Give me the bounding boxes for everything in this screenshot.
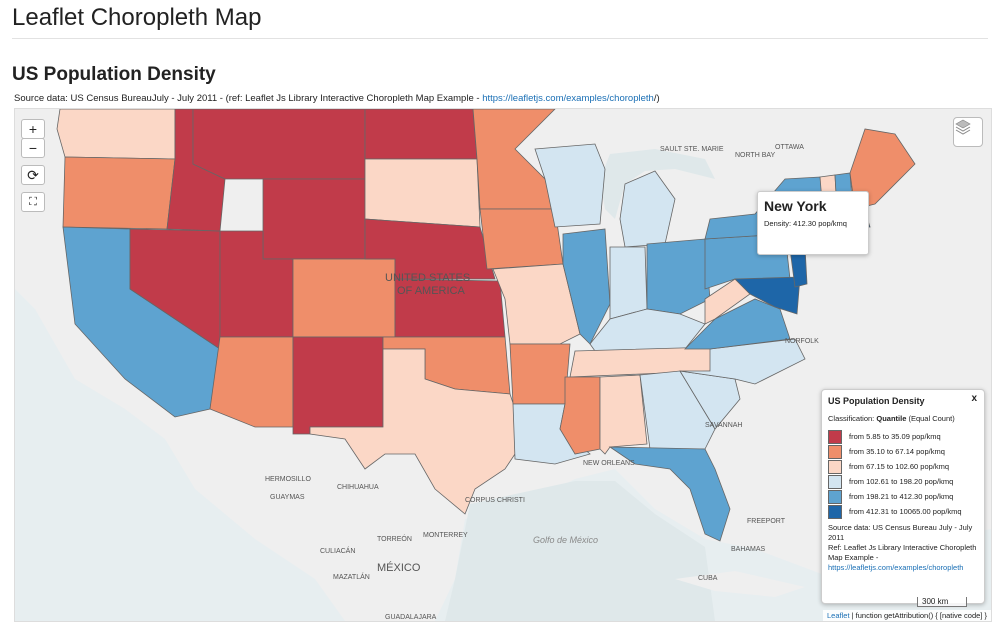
map-canvas[interactable]: OTTAWA NORTH BAY SAULT STE. MARIE UNITED…: [15, 109, 991, 621]
legend-class-row: from 102.61 to 198.20 pop/kmq: [828, 474, 978, 489]
map-label-freeport: FREEPORT: [747, 518, 786, 525]
great-lakes: [600, 149, 715, 219]
source-link[interactable]: https://leafletjs.com/examples/choroplet…: [482, 93, 654, 104]
state-north-dakota: [364, 109, 478, 160]
map-subtitle: US Population Density: [12, 64, 216, 85]
legend-swatch: [828, 429, 842, 444]
attribution-text: | function getAttribution() { [native co…: [849, 611, 987, 620]
legend-swatch: [828, 474, 842, 489]
legend-rows: from 5.85 to 35.09 pop/kmq from 35.10 to …: [828, 429, 978, 519]
leaflet-link[interactable]: Leaflet: [827, 611, 850, 620]
page-title: Leaflet Choropleth Map: [12, 4, 262, 31]
attribution: Leaflet | function getAttribution() { [n…: [823, 610, 991, 621]
legend-class-row: from 198.21 to 412.30 pop/kmq: [828, 489, 978, 504]
state-ohio: [646, 238, 711, 315]
legend-swatch: [828, 459, 842, 474]
state-alabama: [599, 374, 648, 455]
map-label-corpus: CORPUS CHRISTI: [465, 497, 525, 504]
state-wyoming: [262, 178, 366, 260]
map-container[interactable]: OTTAWA NORTH BAY SAULT STE. MARIE UNITED…: [14, 108, 992, 622]
state-arkansas: [509, 343, 571, 405]
zoom-in-button[interactable]: +: [21, 119, 45, 139]
state-washington: [56, 109, 176, 160]
layers-icon: [955, 119, 971, 135]
legend-class-label: from 412.31 to 10065.00 pop/kmq: [849, 507, 962, 516]
legend-class-label: from 5.85 to 35.09 pop/kmq: [849, 432, 941, 441]
legend-source-line1: Source data: US Census Bureau July - Jul…: [828, 523, 973, 542]
legend-source-link[interactable]: https://leafletjs.com/examples/choroplet…: [828, 563, 964, 572]
map-label-cuba: CUBA: [698, 575, 718, 582]
map-label-ottawa: OTTAWA: [775, 144, 804, 151]
map-label-bahamas: BAHAMAS: [731, 546, 766, 553]
state-north-carolina: [679, 338, 806, 385]
reset-view-button[interactable]: ⟳: [21, 165, 45, 185]
state-iowa: [479, 208, 564, 270]
source-suffix: /): [653, 93, 660, 104]
map-label-sault: SAULT STE. MARIE: [660, 146, 724, 153]
map-label-mazatlan: MAZATLÁN: [333, 572, 370, 581]
state-oregon: [62, 156, 176, 230]
state-new-mexico: [292, 336, 384, 435]
state-texas: [309, 348, 526, 515]
ocean-gulf: [445, 481, 715, 621]
map-label-savannah: SAVANNAH: [705, 422, 742, 429]
map-label-mexico: MÉXICO: [377, 561, 421, 574]
map-label-monterrey: MONTERREY: [423, 532, 468, 539]
classification-method: Quantile: [876, 414, 907, 423]
tooltip-state-name: New York: [764, 198, 827, 214]
layers-button[interactable]: [953, 117, 983, 147]
state-georgia: [639, 370, 716, 450]
legend-swatch: [828, 504, 842, 519]
legend-swatch: [828, 489, 842, 504]
map-label-us-2: OF AMERICA: [397, 285, 466, 297]
legend-panel: x US Population Density Classification: …: [821, 389, 985, 604]
hover-tooltip: New York Density: 412.30 pop/kmq: [757, 191, 869, 255]
state-colorado: [292, 258, 396, 338]
map-label-gulf: Golfo de México: [533, 535, 598, 545]
tooltip-density: Density: 412.30 pop/kmq: [764, 219, 847, 228]
classification-label: Classification:: [828, 414, 877, 423]
legend-swatch: [828, 444, 842, 459]
zoom-out-button[interactable]: −: [21, 138, 45, 158]
legend-title: US Population Density: [828, 396, 925, 406]
map-label-guaymas: GUAYMAS: [270, 494, 305, 501]
legend-close-button[interactable]: x: [971, 393, 977, 404]
legend-class-label: from 67.15 to 102.60 pop/kmq: [849, 462, 950, 471]
state-arizona: [209, 336, 294, 428]
legend-class-label: from 35.10 to 67.14 pop/kmq: [849, 447, 945, 456]
state-florida: [608, 446, 731, 542]
cuba-land: [675, 571, 805, 597]
map-label-new-orleans: NEW ORLEANS: [583, 460, 635, 467]
legend-classification: Classification: Quantile (Equal Count): [828, 414, 978, 423]
map-label-norfolk: NORFOLK: [785, 338, 819, 345]
state-wisconsin: [534, 143, 606, 228]
map-label-us-1: UNITED STATES: [385, 272, 470, 284]
classification-suffix: (Equal Count): [906, 414, 955, 423]
map-label-culiacan: CULIACÁN: [320, 546, 355, 555]
map-label-chihuahua: CHIHUAHUA: [337, 484, 379, 491]
legend-source: Source data: US Census Bureau July - Jul…: [828, 523, 978, 573]
scale-bar: 300 km: [917, 597, 967, 607]
state-west-virginia: [704, 278, 751, 325]
map-label-north-bay: NORTH BAY: [735, 152, 776, 159]
map-label-guadalajara: GUADALAJARA: [385, 614, 437, 621]
map-label-torreon: TORREÓN: [377, 534, 412, 543]
legend-class-row: from 67.15 to 102.60 pop/kmq: [828, 459, 978, 474]
legend-class-row: from 412.31 to 10065.00 pop/kmq: [828, 504, 978, 519]
map-label-hermosillo: HERMOSILLO: [265, 476, 311, 483]
legend-class-row: from 5.85 to 35.09 pop/kmq: [828, 429, 978, 444]
source-text: Source data: US Census BureauJuly - July…: [14, 93, 483, 104]
state-montana: [192, 109, 366, 180]
divider: [12, 38, 988, 39]
source-note: Source data: US Census BureauJuly - July…: [14, 93, 660, 104]
state-maryland-delaware: [734, 276, 801, 315]
fullscreen-button[interactable]: ⛶: [21, 192, 45, 212]
legend-source-line2: Ref: Leaflet Js Library Interactive Chor…: [828, 543, 977, 562]
legend-class-label: from 198.21 to 412.30 pop/kmq: [849, 492, 954, 501]
state-indiana: [609, 246, 648, 320]
state-south-dakota: [364, 158, 481, 228]
legend-class-label: from 102.61 to 198.20 pop/kmq: [849, 477, 954, 486]
legend-class-row: from 35.10 to 67.14 pop/kmq: [828, 444, 978, 459]
